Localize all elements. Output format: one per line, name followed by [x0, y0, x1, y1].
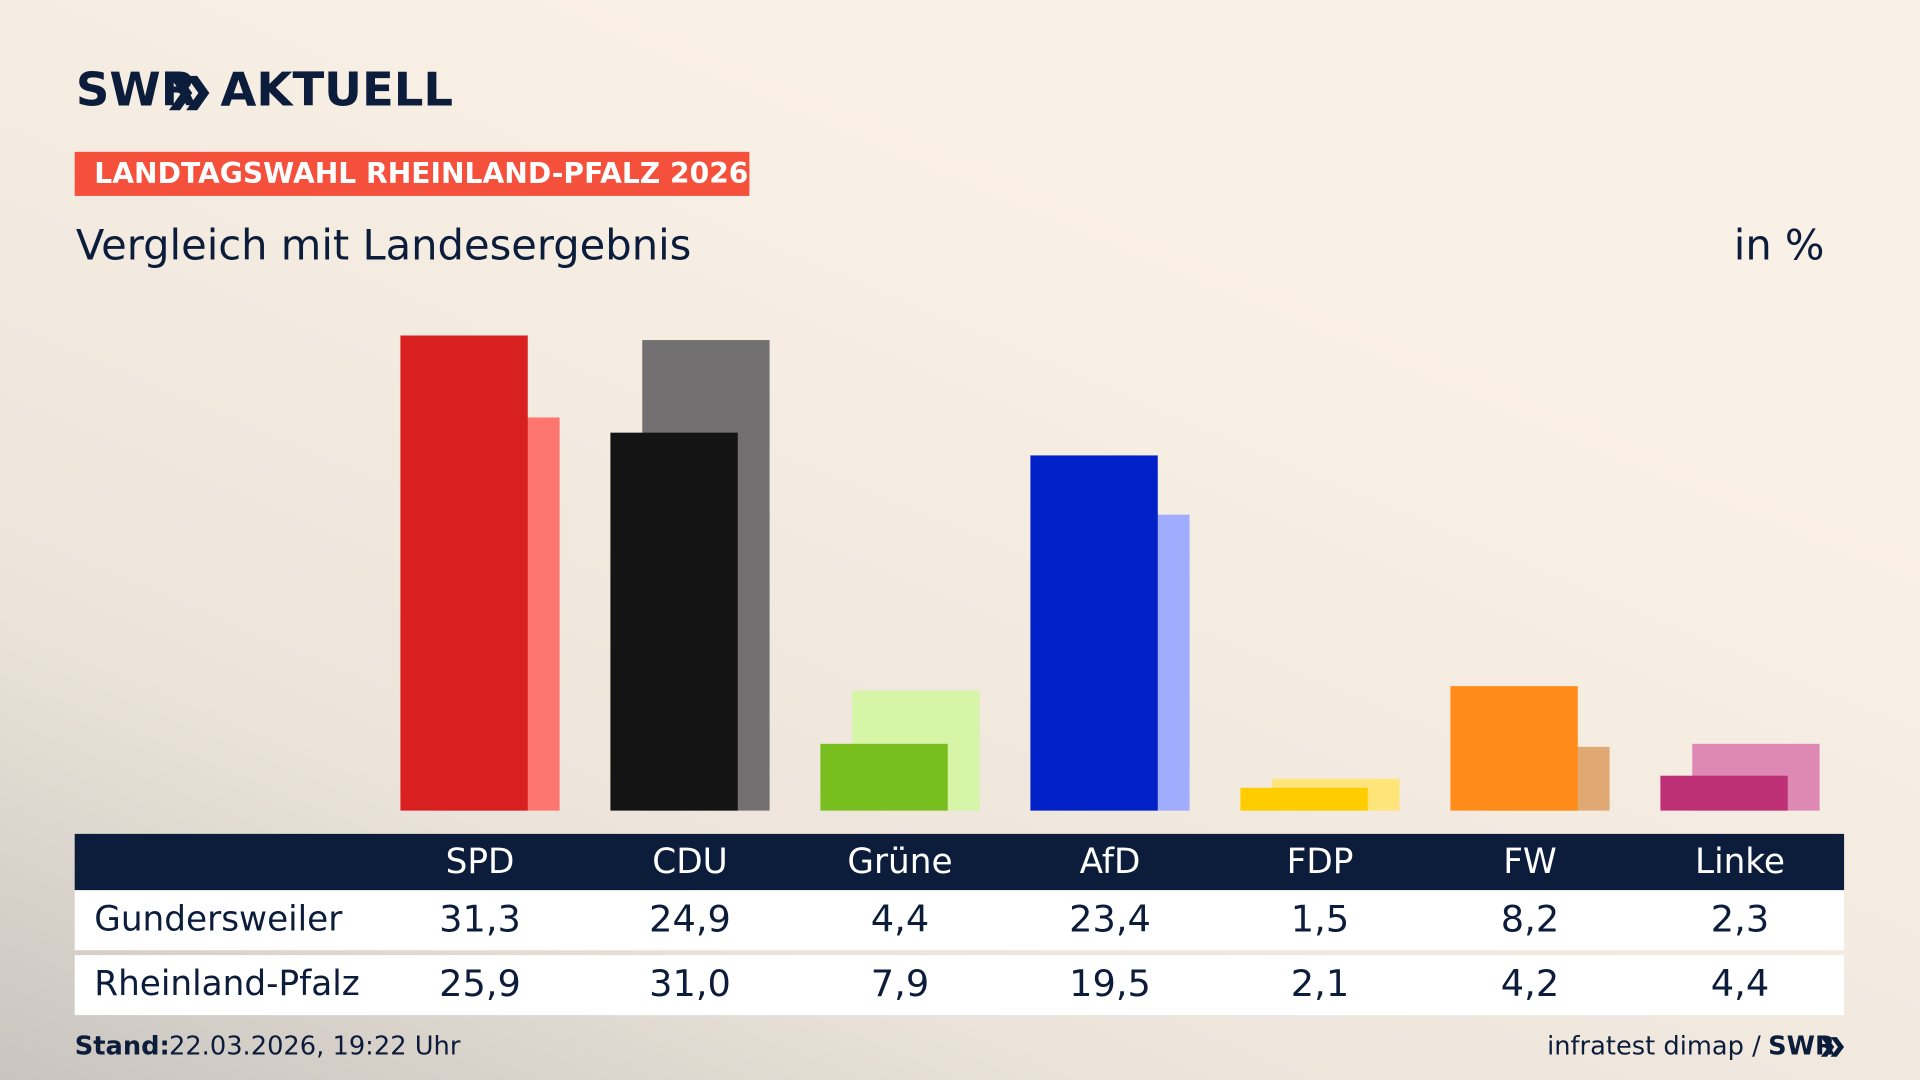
category-label: FDP: [1287, 842, 1354, 882]
badge: LANDTAGSWAHL RHEINLAND-PFALZ 2026: [94, 157, 748, 190]
value-label: 23,4: [1069, 897, 1151, 940]
table-header: [74, 833, 1845, 891]
value-label: 31,0: [649, 962, 731, 1005]
logo-suffix: AKTUELL: [220, 63, 453, 117]
value-label: 4,4: [871, 897, 929, 940]
bar: [1240, 787, 1368, 811]
legend-label: Gundersweiler: [94, 899, 343, 939]
category-label: Grüne: [847, 842, 952, 882]
category-label: AfD: [1080, 842, 1141, 882]
stand: 22.03.2026, 19:22 Uhr: [169, 1031, 461, 1061]
value-label: 25,9: [439, 962, 521, 1005]
value-label: 4,2: [1501, 962, 1559, 1005]
value-label: 19,5: [1069, 962, 1151, 1005]
value-label: 2,3: [1711, 897, 1769, 940]
category-label: SPD: [446, 842, 515, 882]
category-label: Linke: [1695, 842, 1785, 882]
stand-label: Stand:: [75, 1031, 170, 1061]
value-label: 31,3: [439, 897, 521, 940]
chart-title: Vergleich mit Landesergebnis: [76, 221, 691, 270]
source-chevrons: [1820, 1037, 1845, 1057]
bar: [400, 335, 528, 811]
category-label: FW: [1503, 842, 1557, 882]
badge-bg: [74, 151, 750, 196]
logo-chevrons: [168, 75, 210, 111]
value-label: 2,1: [1291, 962, 1349, 1005]
category-label: CDU: [652, 842, 727, 882]
bar: [1030, 455, 1158, 811]
value-label: 8,2: [1501, 897, 1559, 940]
legend-label: Rheinland-Pfalz: [94, 964, 359, 1004]
bar: [820, 743, 948, 811]
table-row: [74, 890, 1845, 951]
source: infratest dimap /: [1547, 1031, 1761, 1061]
table-row: [74, 955, 1845, 1016]
bar: [1660, 775, 1788, 811]
value-label: 7,9: [871, 962, 929, 1005]
bar: [1450, 686, 1578, 811]
source-logo: SWR: [1768, 1031, 1835, 1061]
unit: in %: [1734, 221, 1825, 270]
value-label: 4,4: [1711, 962, 1769, 1005]
value-label: 24,9: [649, 897, 731, 940]
value-label: 1,5: [1291, 897, 1349, 940]
bar: [610, 432, 738, 811]
